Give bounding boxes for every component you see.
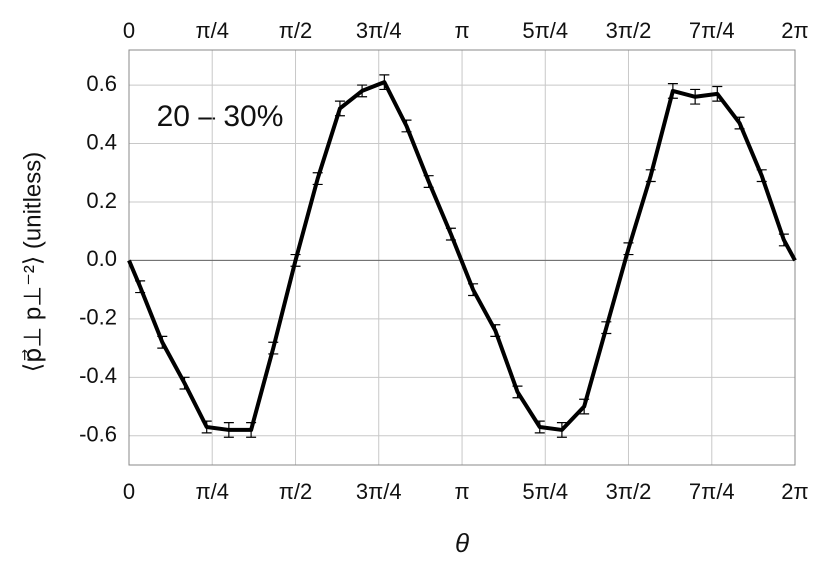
error-bar — [246, 422, 257, 438]
error-bar — [423, 175, 434, 188]
x-tick-label: π/2 — [279, 479, 313, 504]
y-axis-label: ⟨p⃗⊥ p⊥⁻²⟩ (unitless) — [19, 152, 46, 372]
error-bar — [223, 422, 234, 438]
x-tick-label-top: π — [454, 18, 469, 43]
error-bar — [645, 169, 656, 183]
y-tick-label: -0.2 — [79, 305, 117, 330]
annotation: 20 – 30% — [157, 100, 284, 133]
error-bar — [312, 172, 323, 186]
x-tick-label-top: 3π/4 — [356, 18, 402, 43]
x-tick-label-top: π/4 — [195, 18, 229, 43]
error-bar — [690, 88, 701, 105]
x-tick-label: 5π/4 — [522, 479, 568, 504]
error-bar — [512, 385, 523, 399]
y-tick-label: -0.6 — [79, 422, 117, 447]
x-tick-label-top: π/2 — [279, 18, 313, 43]
error-bar — [756, 169, 767, 183]
x-tick-label: 0 — [123, 479, 135, 504]
y-tick-label: 0.6 — [86, 71, 117, 96]
error-bar — [468, 283, 479, 297]
x-tick-label: 2π — [781, 479, 808, 504]
x-tick-label: π/4 — [195, 479, 229, 504]
x-tick-label: π — [454, 479, 469, 504]
y-tick-label: -0.4 — [79, 363, 117, 388]
x-tick-label-top: 0 — [123, 18, 135, 43]
x-tick-label-top: 3π/2 — [606, 18, 652, 43]
error-bar — [334, 100, 345, 117]
x-tick-label-top: 5π/4 — [522, 18, 568, 43]
error-bar — [445, 227, 456, 241]
error-bar — [290, 253, 301, 267]
error-bar — [601, 321, 612, 335]
x-tick-label: 7π/4 — [689, 479, 735, 504]
y-tick-label: 0.0 — [86, 246, 117, 271]
error-bar — [268, 341, 279, 355]
y-tick-label: 0.2 — [86, 188, 117, 213]
error-bar — [401, 119, 412, 133]
error-bar — [667, 83, 678, 99]
data-line — [127, 80, 797, 432]
error-bar — [357, 84, 368, 98]
error-bar — [556, 422, 567, 438]
error-bar — [157, 335, 168, 349]
x-tick-label-top: 2π — [781, 18, 808, 43]
error-bar — [379, 74, 390, 91]
x-axis-label: θ — [455, 528, 469, 558]
error-bar — [623, 242, 634, 256]
error-bar — [135, 280, 146, 294]
y-tick-label: 0.4 — [86, 129, 117, 154]
error-bar — [179, 376, 190, 390]
error-bar — [579, 398, 590, 415]
error-bar — [778, 233, 789, 247]
error-bar — [490, 324, 501, 338]
x-tick-label: 3π/2 — [606, 479, 652, 504]
error-bar — [201, 420, 212, 434]
x-tick-label: 3π/4 — [356, 479, 402, 504]
error-bar — [712, 85, 723, 102]
x-tick-label-top: 7π/4 — [689, 18, 735, 43]
error-bar — [534, 420, 545, 434]
error-bar — [734, 116, 745, 130]
